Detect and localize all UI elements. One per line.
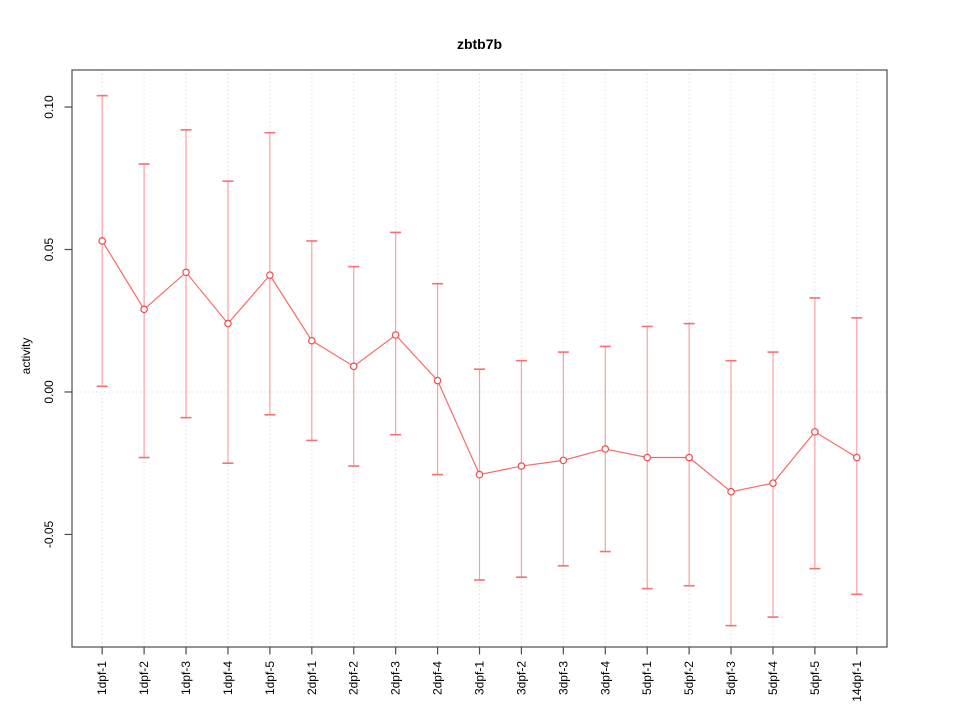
data-point <box>182 268 190 277</box>
data-point <box>769 479 777 487</box>
x-tick-label: 3dpf-1 <box>473 661 487 695</box>
data-point <box>601 445 610 453</box>
x-tick-label: 5dpf-3 <box>724 661 738 695</box>
x-tick-label: 5dpf-4 <box>766 661 780 695</box>
x-tick-label: 5dpf-5 <box>808 661 822 695</box>
data-point <box>140 305 148 314</box>
x-tick-label: 1dpf-3 <box>179 661 193 695</box>
x-tick-label: 14dpf-1 <box>850 661 864 702</box>
x-tick-label: 1dpf-4 <box>221 661 235 695</box>
x-tick-label: 3dpf-4 <box>598 661 612 695</box>
x-tick-label: 1dpf-1 <box>95 661 109 695</box>
x-tick-label: 5dpf-1 <box>640 661 654 695</box>
x-tick-label: 3dpf-3 <box>556 661 570 695</box>
data-point <box>559 456 568 465</box>
x-tick-label: 3dpf-2 <box>514 661 528 695</box>
chart-title: zbtb7b <box>456 36 503 52</box>
data-point <box>224 319 232 328</box>
data-point <box>349 362 358 371</box>
y-tick-label: 0.00 <box>42 380 56 404</box>
data-point <box>98 237 106 245</box>
x-tick-label: 2dpf-4 <box>431 661 445 695</box>
data-point <box>475 470 484 479</box>
x-tick-label: 1dpf-5 <box>263 661 277 695</box>
data-point <box>685 453 693 462</box>
data-point <box>643 453 651 462</box>
data-point <box>853 453 861 462</box>
x-tick-label: 2dpf-3 <box>389 661 403 695</box>
data-point <box>811 428 819 436</box>
data-point <box>517 462 526 470</box>
data-point <box>391 331 400 339</box>
y-tick-label: 0.05 <box>42 238 56 262</box>
data-point <box>727 487 735 496</box>
data-point <box>266 271 274 279</box>
x-tick-label: 2dpf-1 <box>305 661 319 695</box>
y-tick-label: 0.10 <box>42 95 56 119</box>
data-point <box>308 336 316 345</box>
data-point <box>433 376 442 385</box>
x-tick-label: 1dpf-2 <box>137 661 151 695</box>
x-tick-label: 5dpf-2 <box>682 661 696 695</box>
x-tick-label: 2dpf-2 <box>347 661 361 695</box>
y-tick-label: -0.05 <box>42 520 56 548</box>
